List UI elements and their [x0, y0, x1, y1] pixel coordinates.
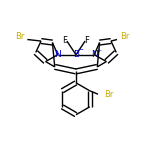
Text: +: +	[96, 48, 101, 53]
Text: −: −	[77, 47, 83, 54]
Text: Br: Br	[15, 32, 24, 41]
Text: N: N	[91, 50, 98, 59]
Text: B: B	[73, 50, 79, 59]
Text: Br: Br	[120, 32, 129, 41]
Text: F: F	[63, 36, 67, 45]
Text: F: F	[85, 36, 89, 45]
Text: N: N	[54, 50, 61, 59]
Text: Br: Br	[104, 90, 113, 99]
Text: ·: ·	[64, 37, 68, 50]
